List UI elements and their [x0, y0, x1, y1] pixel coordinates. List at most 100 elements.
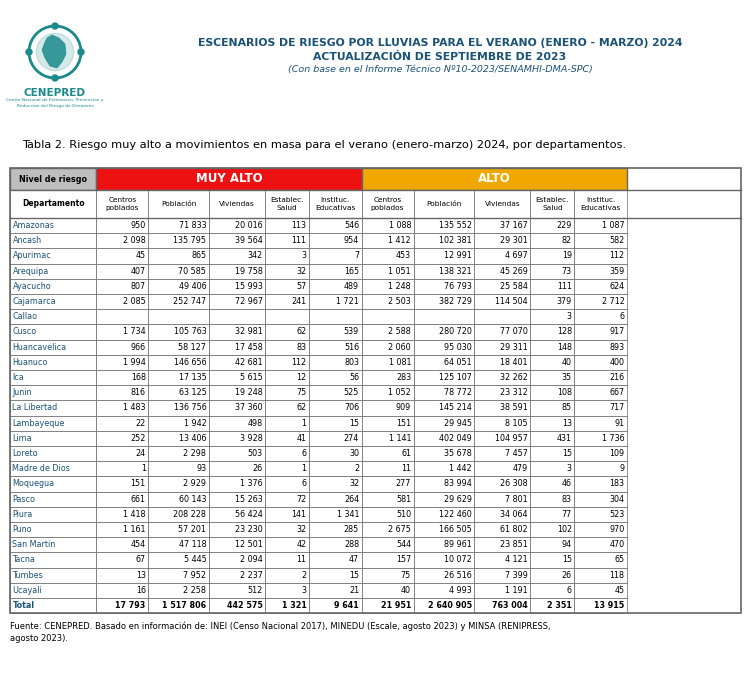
Text: 62: 62: [297, 327, 306, 337]
Bar: [414, 190, 474, 218]
Text: 11: 11: [401, 464, 411, 473]
Text: 64 051: 64 051: [444, 358, 472, 367]
Bar: [414, 492, 474, 507]
Text: 56 424: 56 424: [235, 510, 263, 519]
Text: Tabla 2. Riesgo muy alto a movimientos en masa para el verano (enero-marzo) 2024: Tabla 2. Riesgo muy alto a movimientos e…: [22, 140, 626, 150]
Text: 1 721: 1 721: [336, 297, 359, 306]
Bar: [209, 294, 265, 309]
Circle shape: [52, 23, 58, 29]
Text: 32 262: 32 262: [500, 373, 528, 382]
Bar: [148, 401, 209, 416]
Bar: [362, 355, 414, 370]
Bar: [530, 218, 575, 233]
Text: Madre de Dios: Madre de Dios: [13, 464, 71, 473]
Bar: [309, 340, 362, 355]
Bar: [209, 218, 265, 233]
Text: 359: 359: [609, 267, 625, 276]
Bar: [474, 263, 530, 279]
Text: 525: 525: [344, 388, 359, 397]
Text: Piura: Piura: [13, 510, 33, 519]
Bar: [474, 446, 530, 461]
Bar: [414, 233, 474, 249]
Text: 510: 510: [396, 510, 411, 519]
Bar: [575, 340, 627, 355]
Bar: [362, 218, 414, 233]
Bar: [414, 461, 474, 477]
Text: 141: 141: [291, 510, 306, 519]
Text: 12 991: 12 991: [444, 251, 472, 261]
Bar: [530, 568, 575, 583]
Text: CENEPRED: CENEPRED: [24, 88, 86, 98]
Bar: [309, 598, 362, 613]
Bar: [209, 492, 265, 507]
Text: Viviendas: Viviendas: [484, 201, 520, 207]
Bar: [309, 249, 362, 263]
Bar: [96, 568, 148, 583]
Text: 1 248: 1 248: [388, 282, 411, 291]
Bar: [265, 309, 309, 325]
Bar: [209, 385, 265, 401]
Bar: [265, 583, 309, 598]
Bar: [265, 492, 309, 507]
Text: 94: 94: [562, 540, 572, 549]
Text: Moquegua: Moquegua: [13, 479, 55, 488]
Text: 23 312: 23 312: [500, 388, 528, 397]
Text: 113: 113: [291, 221, 306, 230]
Bar: [96, 325, 148, 340]
Text: Lima: Lima: [13, 434, 32, 443]
Bar: [362, 461, 414, 477]
Bar: [265, 416, 309, 430]
Bar: [96, 537, 148, 553]
Text: 624: 624: [609, 282, 625, 291]
Text: 208 228: 208 228: [173, 510, 207, 519]
Bar: [474, 309, 530, 325]
Text: 75: 75: [401, 571, 411, 580]
Text: 17 458: 17 458: [235, 343, 263, 352]
Text: (Con base en el Informe Técnico Nº10-2023/SENAMHI-DMA-SPC): (Con base en el Informe Técnico Nº10-202…: [288, 65, 593, 74]
Text: 2 640 905: 2 640 905: [427, 601, 472, 610]
Text: 252: 252: [130, 434, 146, 443]
Bar: [414, 279, 474, 294]
Bar: [414, 401, 474, 416]
Text: Lambayeque: Lambayeque: [13, 419, 65, 428]
Text: Puno: Puno: [13, 525, 32, 534]
Bar: [96, 385, 148, 401]
Bar: [10, 492, 96, 507]
Bar: [362, 325, 414, 340]
Bar: [474, 507, 530, 522]
Bar: [414, 598, 474, 613]
Bar: [575, 309, 627, 325]
Text: 454: 454: [131, 540, 146, 549]
Bar: [414, 218, 474, 233]
Text: 42: 42: [297, 540, 306, 549]
Text: 76 793: 76 793: [444, 282, 472, 291]
Bar: [10, 340, 96, 355]
Text: Arequipa: Arequipa: [13, 267, 49, 276]
Bar: [414, 325, 474, 340]
Text: 112: 112: [609, 251, 625, 261]
Text: 274: 274: [344, 434, 359, 443]
Text: Tacna: Tacna: [13, 555, 35, 564]
Bar: [10, 279, 96, 294]
Bar: [10, 370, 96, 385]
Bar: [530, 430, 575, 446]
Text: 71 833: 71 833: [179, 221, 207, 230]
Text: 1 191: 1 191: [505, 586, 528, 595]
Text: Instituc.
Educativas: Instituc. Educativas: [581, 198, 621, 210]
Text: 112: 112: [291, 358, 306, 367]
Text: 10 072: 10 072: [444, 555, 472, 564]
Bar: [209, 190, 265, 218]
Text: 2 503: 2 503: [388, 297, 411, 306]
Bar: [474, 522, 530, 537]
Text: 431: 431: [556, 434, 572, 443]
Text: 6: 6: [301, 449, 306, 458]
Bar: [530, 492, 575, 507]
Bar: [362, 370, 414, 385]
Text: Cajamarca: Cajamarca: [13, 297, 56, 306]
Text: 2 588: 2 588: [388, 327, 411, 337]
Text: 280 720: 280 720: [439, 327, 472, 337]
Bar: [362, 309, 414, 325]
Bar: [309, 537, 362, 553]
Bar: [209, 598, 265, 613]
Text: 582: 582: [609, 236, 625, 245]
